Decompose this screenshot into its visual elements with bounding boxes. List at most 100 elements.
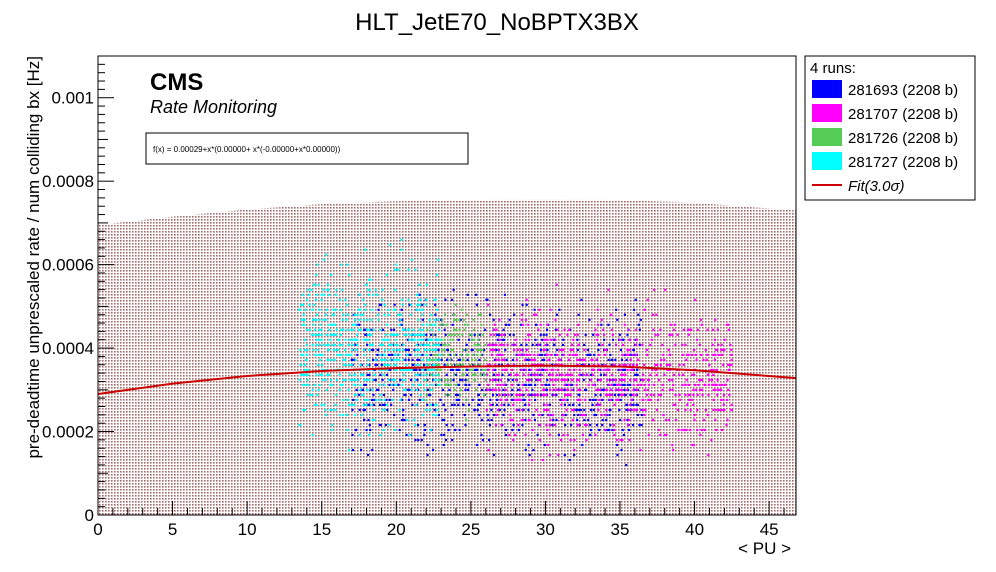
data-point (327, 323, 330, 326)
data-point (680, 428, 683, 432)
data-point (498, 348, 501, 351)
data-point (563, 398, 566, 401)
data-point (555, 388, 558, 391)
data-point (394, 308, 397, 311)
data-point (313, 303, 316, 306)
data-point (318, 343, 322, 346)
data-point (439, 343, 443, 346)
data-point (728, 393, 731, 396)
data-point (530, 373, 533, 376)
data-point (493, 343, 496, 346)
data-point (385, 363, 388, 366)
data-point (527, 408, 530, 411)
data-point (614, 383, 617, 386)
data-point (509, 413, 512, 417)
data-point (321, 353, 324, 356)
data-point (437, 343, 440, 346)
data-point (586, 348, 589, 351)
data-point (527, 373, 530, 376)
data-point (462, 358, 465, 361)
data-point (710, 368, 713, 371)
data-point (446, 363, 449, 366)
data-point (298, 378, 301, 381)
data-point (586, 373, 589, 376)
data-point (332, 308, 335, 311)
data-point (442, 323, 445, 326)
data-point (466, 378, 469, 381)
data-point (514, 343, 517, 346)
legend-swatch (812, 128, 842, 146)
data-point (541, 413, 544, 417)
data-point (639, 383, 642, 386)
data-point (385, 273, 389, 276)
data-point (323, 258, 326, 261)
data-point (587, 363, 591, 366)
data-point (377, 318, 380, 321)
data-point (627, 388, 630, 391)
data-point (692, 388, 695, 391)
data-point (342, 398, 345, 401)
data-point (529, 378, 532, 381)
data-point (459, 388, 462, 391)
data-point (388, 363, 391, 366)
data-point (320, 333, 323, 336)
data-point (589, 428, 593, 432)
x-tick-label: 40 (685, 520, 704, 539)
data-point (458, 363, 461, 366)
data-point (371, 398, 374, 401)
data-point (364, 408, 367, 411)
data-point (367, 358, 370, 361)
data-point (315, 338, 318, 341)
data-point (481, 368, 484, 371)
data-point (545, 423, 548, 427)
data-point (560, 438, 563, 442)
data-point (567, 393, 570, 396)
x-axis: 0 5 10 15 20 25 30 35 40 45 (93, 501, 785, 539)
data-point (362, 348, 366, 351)
data-point (558, 308, 561, 311)
data-point (473, 343, 476, 346)
x-tick-label: 15 (312, 520, 331, 539)
data-point (358, 393, 361, 396)
data-point (632, 348, 635, 351)
data-point (585, 388, 588, 391)
data-point (491, 388, 494, 391)
data-point (304, 383, 307, 386)
data-point (659, 393, 663, 396)
data-point (439, 378, 442, 381)
data-point (668, 363, 671, 366)
data-point (418, 308, 421, 311)
data-point (439, 323, 442, 326)
data-point (375, 388, 379, 391)
data-point (368, 333, 371, 336)
data-point (496, 333, 499, 336)
data-point (403, 328, 406, 331)
data-point (390, 353, 393, 356)
data-point (551, 373, 554, 376)
data-point (387, 363, 390, 366)
data-point (526, 348, 529, 351)
data-point (392, 383, 395, 386)
data-point (436, 373, 439, 376)
data-point (562, 353, 565, 356)
data-point (368, 433, 371, 437)
data-point (636, 403, 639, 406)
data-point (473, 338, 476, 341)
data-point (365, 403, 368, 406)
data-point (702, 358, 705, 361)
y-tick-label: 0.001 (51, 89, 94, 108)
data-point (671, 333, 674, 336)
data-point (360, 413, 363, 417)
data-point (504, 388, 508, 391)
data-point (462, 368, 465, 371)
data-point (354, 383, 357, 386)
data-point (502, 328, 505, 331)
data-point (496, 398, 499, 401)
data-point (684, 383, 687, 386)
data-point (414, 348, 417, 351)
data-point (614, 358, 617, 361)
data-point (425, 333, 428, 336)
data-point (381, 368, 384, 371)
data-point (400, 418, 404, 422)
data-point (597, 408, 600, 411)
